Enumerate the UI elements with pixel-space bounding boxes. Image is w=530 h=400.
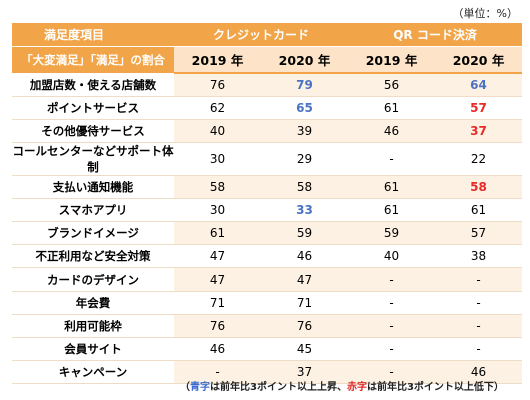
- row-label: 会員サイト: [12, 337, 174, 362]
- table-row: 年会費 71 71- -: [12, 291, 523, 315]
- value-cell: 40: [348, 244, 436, 269]
- value-cell: 58: [174, 175, 261, 200]
- value-cell: 57: [435, 221, 523, 246]
- value-cell: 62: [174, 96, 261, 120]
- table-row: その他優待サービス 40 39 46 37: [12, 119, 523, 143]
- row-label: 利用可能枠: [12, 314, 174, 338]
- note-red-word: 赤字: [346, 382, 367, 393]
- row-label: 年会費: [12, 291, 174, 315]
- value-cell: -: [348, 267, 436, 292]
- value-cell: 47: [174, 267, 261, 292]
- value-cell: 29: [261, 142, 349, 176]
- category-header: 満足度項目: [12, 23, 174, 47]
- value-cell: -: [348, 337, 436, 362]
- value-cell: 76: [261, 314, 349, 338]
- note-open: （: [180, 382, 190, 393]
- table-row: 不正利用など安全対策 47 46 40 38: [12, 244, 523, 269]
- row-label: カードのデザイン: [12, 267, 174, 292]
- row-label: ポイントサービス: [12, 96, 174, 120]
- table-row: キャンペーン -37-46: [12, 360, 523, 385]
- value-cell: 38: [435, 244, 523, 269]
- table-row: 利用可能枠 76 76- -: [12, 314, 523, 338]
- row-label: 加盟店数・使える店舗数: [12, 73, 174, 97]
- value-cell: 61: [348, 96, 436, 120]
- legend-note: （青字は前年比3ポイント以上上昇、赤字は前年比3ポイント以上低下）: [180, 378, 504, 393]
- value-cell: 46: [348, 119, 436, 143]
- metric-header: 「大変満足」「満足」の割合: [12, 46, 174, 74]
- header-row-top: 満足度項目 クレジットカード QR コード決済: [12, 23, 523, 47]
- note-red-text: は前年比3ポイント以上低下）: [366, 382, 504, 393]
- value-cell: 59: [261, 221, 349, 246]
- qr-code-header: QR コード決済: [348, 23, 523, 47]
- year-header: 2019 年: [348, 46, 436, 74]
- table-row: 支払い通知機能 58 58 61 58: [12, 175, 523, 200]
- table-row: 加盟店数・使える店舗数 76 79 56 64: [12, 73, 523, 97]
- value-cell: -: [435, 314, 523, 338]
- value-cell: -: [174, 360, 261, 385]
- value-cell: 59: [348, 221, 436, 246]
- year-header: 2020 年: [261, 46, 349, 74]
- value-cell: -: [348, 142, 436, 176]
- value-cell: -: [348, 360, 436, 385]
- value-cell: 61: [174, 221, 261, 246]
- value-cell: 56: [348, 73, 436, 97]
- value-cell: 46: [261, 244, 349, 269]
- value-cell: 46: [174, 337, 261, 362]
- credit-card-header: クレジットカード: [174, 23, 349, 47]
- table-row: ポイントサービス 62 65 61 57: [12, 96, 523, 120]
- value-cell: 79: [261, 73, 349, 97]
- value-cell: 61: [435, 198, 523, 223]
- table-row: 会員サイト 46 45- -: [12, 337, 523, 362]
- value-cell: -: [435, 267, 523, 292]
- value-cell: 61: [348, 198, 436, 223]
- table-row: カードのデザイン 47 47- -: [12, 267, 523, 292]
- value-cell: 76: [174, 73, 261, 97]
- value-cell: 58: [435, 175, 523, 200]
- row-label: ブランドイメージ: [12, 221, 174, 246]
- value-cell: 64: [435, 73, 523, 97]
- value-cell: 76: [174, 314, 261, 338]
- note-blue-text: は前年比3ポイント以上上昇、: [210, 382, 347, 393]
- value-cell: 37: [435, 119, 523, 143]
- value-cell: 57: [435, 96, 523, 120]
- value-cell: 71: [174, 291, 261, 315]
- value-cell: 58: [261, 175, 349, 200]
- value-cell: -: [348, 291, 436, 315]
- row-label: キャンペーン: [12, 360, 174, 385]
- row-label: コールセンターなどサポート体制: [12, 142, 174, 176]
- value-cell: -: [348, 314, 436, 338]
- value-cell: 65: [261, 96, 349, 120]
- table-row: コールセンターなどサポート体制 30 29-22: [12, 142, 523, 176]
- value-cell: 71: [261, 291, 349, 315]
- row-label: スマホアプリ: [12, 198, 174, 223]
- satisfaction-table: 満足度項目 クレジットカード QR コード決済 「大変満足」「満足」の割合 20…: [12, 23, 523, 385]
- row-label: その他優待サービス: [12, 119, 174, 143]
- value-cell: 46: [435, 360, 523, 385]
- value-cell: -: [435, 337, 523, 362]
- note-blue-word: 青字: [190, 382, 210, 393]
- value-cell: 39: [261, 119, 349, 143]
- value-cell: 45: [261, 337, 349, 362]
- table-row: スマホアプリ 30 33 61 61: [12, 198, 523, 223]
- value-cell: 30: [174, 142, 261, 176]
- value-cell: 37: [261, 360, 349, 385]
- year-header: 2019 年: [174, 46, 261, 74]
- value-cell: -: [435, 291, 523, 315]
- value-cell: 47: [174, 244, 261, 269]
- header-row-years: 「大変満足」「満足」の割合 2019 年 2020 年 2019 年 2020 …: [12, 46, 523, 74]
- value-cell: 33: [261, 198, 349, 223]
- value-cell: 30: [174, 198, 261, 223]
- row-label: 不正利用など安全対策: [12, 244, 174, 269]
- value-cell: 47: [261, 267, 349, 292]
- table-row: ブランドイメージ 61 59 59 57: [12, 221, 523, 246]
- unit-label: （単位：%）: [452, 7, 518, 20]
- value-cell: 61: [348, 175, 436, 200]
- value-cell: 22: [435, 142, 523, 176]
- value-cell: 40: [174, 119, 261, 143]
- year-header: 2020 年: [435, 46, 523, 74]
- row-label: 支払い通知機能: [12, 175, 174, 200]
